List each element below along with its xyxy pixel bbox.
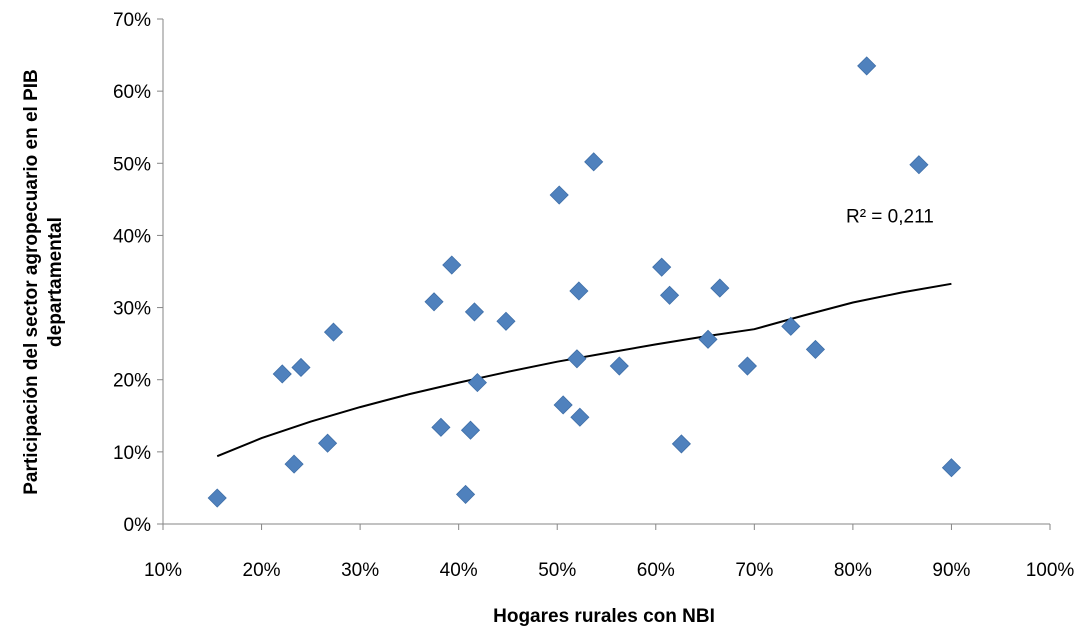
y-tick-label: 60%	[113, 82, 151, 103]
r-squared-annotation: R² = 0,211	[846, 206, 934, 227]
y-axis-title-line-1: Participación del sector agropecuario en…	[21, 69, 42, 495]
y-tick-label: 40%	[113, 226, 151, 247]
x-tick-label: 40%	[440, 560, 478, 581]
data-point	[272, 364, 292, 384]
data-point	[570, 407, 590, 427]
y-tick-label: 50%	[113, 154, 151, 175]
data-point	[857, 56, 877, 76]
data-point	[584, 152, 604, 172]
data-point	[207, 488, 227, 508]
data-point	[318, 433, 338, 453]
x-tick-label: 10%	[144, 560, 182, 581]
x-tick-label: 50%	[538, 560, 576, 581]
data-point	[737, 356, 758, 376]
data-point	[781, 316, 801, 336]
y-tick-label: 10%	[113, 443, 151, 464]
data-point	[941, 458, 962, 478]
y-axis-ticks: 0% 10% 20% 30% 40% 50% 60% 70%	[113, 10, 163, 536]
data-point	[805, 339, 826, 359]
y-tick-label: 0%	[124, 515, 152, 536]
data-point	[710, 278, 730, 298]
data-point	[549, 185, 569, 205]
y-axis-title-line-2: departamental	[45, 217, 66, 347]
x-tick-label: 30%	[341, 560, 379, 581]
data-point	[567, 349, 587, 369]
data-point	[455, 484, 476, 504]
x-axis-ticks: 10% 20% 30% 40% 50% 60% 70% 80% 90% 100%	[144, 524, 1074, 581]
data-point	[909, 155, 929, 175]
y-tick-label: 20%	[113, 371, 151, 392]
data-point	[652, 257, 672, 277]
data-points	[207, 56, 962, 508]
data-point	[609, 356, 629, 376]
x-axis-title: Hogares rurales con NBI	[493, 606, 715, 627]
data-point	[698, 329, 718, 349]
data-point	[467, 373, 487, 393]
x-tick-label: 80%	[834, 560, 872, 581]
y-axis-title: Participación del sector agropecuario en…	[21, 69, 66, 495]
x-tick-label: 60%	[637, 560, 675, 581]
data-point	[291, 357, 311, 378]
data-point	[464, 302, 485, 322]
x-tick-label: 70%	[735, 560, 773, 581]
data-point	[660, 285, 680, 305]
x-tick-label: 90%	[932, 560, 970, 581]
y-tick-label: 70%	[113, 10, 151, 31]
data-point	[424, 292, 444, 312]
data-point	[323, 322, 344, 342]
data-point	[284, 454, 304, 474]
x-tick-label: 20%	[243, 560, 281, 581]
data-point	[671, 434, 691, 454]
x-tick-label: 100%	[1026, 560, 1075, 581]
data-point	[496, 311, 516, 331]
data-point	[431, 417, 451, 437]
data-point	[569, 281, 589, 301]
data-point	[553, 395, 573, 415]
data-point	[442, 255, 462, 275]
y-tick-label: 30%	[113, 299, 151, 320]
data-point	[460, 420, 481, 440]
trendline	[216, 282, 952, 458]
